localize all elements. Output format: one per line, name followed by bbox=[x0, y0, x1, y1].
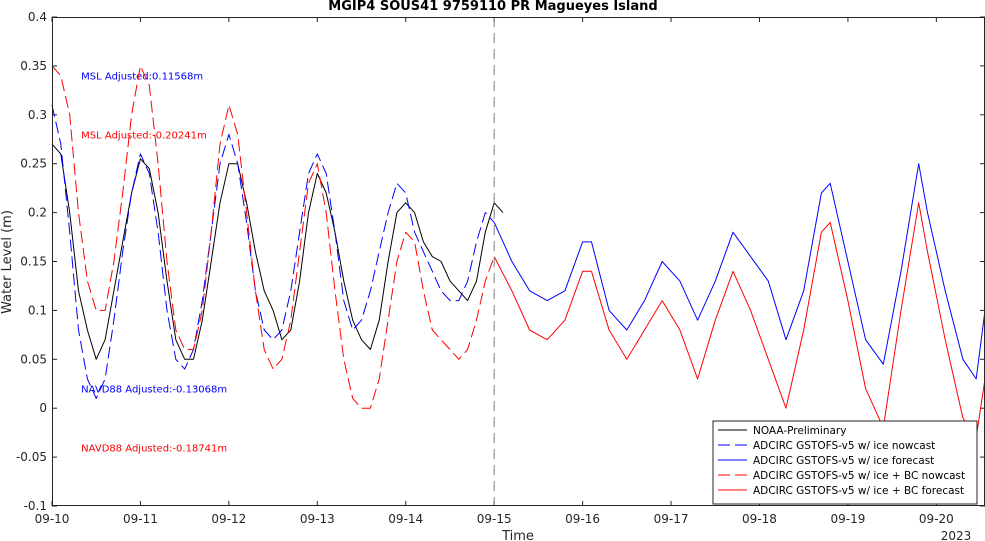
x-tick-label: 09-12 bbox=[211, 512, 246, 526]
x-tick-label: 09-15 bbox=[477, 512, 512, 526]
annotation-label: MSL Adjusted:0.11568m bbox=[81, 72, 203, 83]
series-line-2 bbox=[493, 163, 985, 380]
x-tick-label: 09-19 bbox=[830, 512, 865, 526]
series-line-4 bbox=[493, 202, 985, 438]
y-tick-label: 0.2 bbox=[28, 206, 47, 220]
x-tick-label: 09-17 bbox=[654, 512, 689, 526]
x-tick-label: 09-10 bbox=[35, 512, 70, 526]
annotation-label: NAVD88 Adjusted:-0.13068m bbox=[81, 385, 227, 396]
annotation-label: NAVD88 Adjusted:-0.18741m bbox=[81, 443, 227, 454]
x-tick-label: 09-20 bbox=[919, 512, 954, 526]
annotations: MSL Adjusted:0.11568m MSL Adjusted:-0.202… bbox=[81, 72, 227, 455]
x-tick-label: 09-18 bbox=[742, 512, 777, 526]
x-tick-label: 09-13 bbox=[300, 512, 335, 526]
y-tick-label: 0.3 bbox=[28, 108, 47, 122]
y-tick-label: -0.05 bbox=[16, 450, 47, 464]
y-tick-label: -0.1 bbox=[24, 499, 47, 513]
legend-entry: ADCIRC GSTOFS-v5 w/ ice + BC forecast bbox=[753, 485, 964, 497]
y-tick-label: 0 bbox=[39, 401, 47, 415]
legend: NOAA-Preliminary ADCIRC GSTOFS-v5 w/ ice … bbox=[712, 420, 978, 505]
y-tick-label: 0.05 bbox=[20, 352, 47, 366]
series-line-1 bbox=[51, 104, 495, 399]
legend-box bbox=[712, 420, 978, 505]
legend-entry: ADCIRC GSTOFS-v5 w/ ice nowcast bbox=[753, 440, 935, 452]
y-axis-label: Water Level (m) bbox=[0, 210, 15, 314]
y-tick-label: 0.35 bbox=[20, 59, 47, 73]
y-tick-label: 0.4 bbox=[28, 10, 47, 24]
y-tick-label: 0.1 bbox=[28, 303, 47, 317]
y-tick-label: 0.15 bbox=[20, 255, 47, 269]
series-layer bbox=[51, 65, 985, 438]
legend-entry: NOAA-Preliminary bbox=[753, 425, 846, 437]
x-axis-label: Time bbox=[501, 529, 534, 541]
y-tick-label: 0.25 bbox=[20, 157, 47, 171]
legend-entry: ADCIRC GSTOFS-v5 w/ ice forecast bbox=[753, 455, 934, 467]
series-line-0 bbox=[51, 143, 504, 360]
x-tick-label: 09-16 bbox=[565, 512, 600, 526]
legend-entry: ADCIRC GSTOFS-v5 w/ ice + BC nowcast bbox=[753, 470, 965, 482]
x-tick-label: 09-14 bbox=[388, 512, 423, 526]
chart-title: MGIP4 SOUS41 9759110 PR Magueyes Island bbox=[328, 0, 657, 14]
x-tick-label: 09-11 bbox=[123, 512, 158, 526]
axis-ticks: -0.1 -0.05 0 0.05 0.1 0.15 0.2 0.25 0.3 0.35 0.4 09… bbox=[16, 10, 985, 526]
x-axis-year-label: 2023 bbox=[941, 529, 972, 541]
annotation-label: MSL Adjusted:-0.20241m bbox=[81, 130, 207, 141]
